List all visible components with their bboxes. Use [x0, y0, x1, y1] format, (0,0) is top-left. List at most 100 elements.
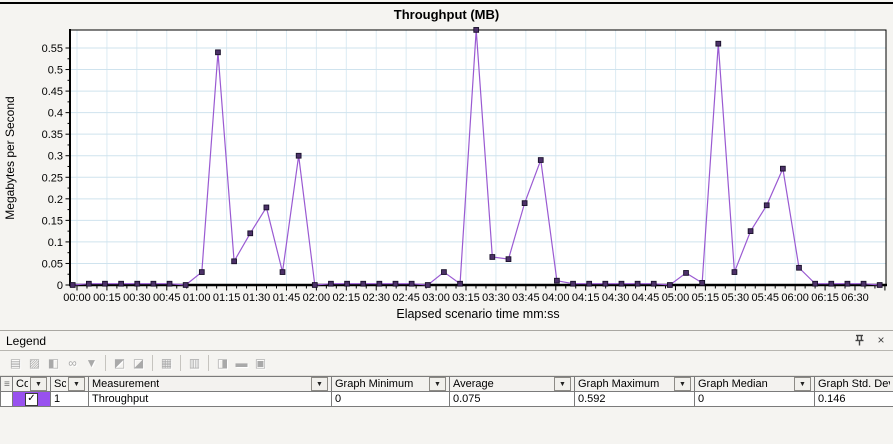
x-tick-label: 00:00	[63, 292, 91, 304]
close-icon[interactable]: ×	[877, 332, 885, 347]
maximum-filter-dropdown-icon[interactable]: ▼	[674, 377, 691, 391]
data-point-marker	[650, 280, 657, 287]
data-point-marker	[699, 279, 706, 286]
show-measurement-icon[interactable]: ▤	[9, 356, 22, 370]
data-point-marker	[441, 269, 447, 275]
x-tick-label: 03:15	[452, 292, 480, 304]
show-measurement-checkbox[interactable]: ✓	[25, 392, 38, 406]
data-point-marker	[295, 152, 302, 159]
x-tick-label: 06:30	[841, 292, 869, 304]
data-point-marker	[780, 165, 786, 172]
column-header-graph-std-deviation[interactable]: Graph Std. Devi	[814, 376, 893, 392]
data-point-marker	[102, 280, 108, 287]
x-tick-label: 02:00	[303, 292, 331, 304]
column-header-scale[interactable]: Sca▼	[50, 376, 89, 392]
data-point-marker	[683, 270, 689, 276]
copy-icon[interactable]: ▬	[235, 356, 248, 370]
column-header-graph-maximum[interactable]: Graph Maximum ▼	[574, 376, 695, 392]
y-tick-label: 0.35	[42, 129, 63, 141]
data-point-marker	[747, 228, 754, 234]
legend-table: ≡ Col▼ Sca▼ Measurement▼ Graph Minimum▼ …	[0, 376, 893, 407]
y-tick-label: 0.3	[48, 151, 63, 163]
row-selector-header: ≡	[0, 376, 13, 392]
data-point-marker	[311, 282, 318, 288]
graph-median-cell: 0	[694, 391, 815, 407]
data-point-marker	[763, 202, 770, 209]
scale-filter-dropdown-icon[interactable]: ▼	[68, 377, 85, 391]
data-point-marker	[876, 282, 883, 288]
graph-maximum-cell: 0.592	[574, 391, 695, 407]
median-filter-dropdown-icon[interactable]: ▼	[794, 377, 811, 391]
x-tick-label: 00:15	[93, 292, 121, 304]
column-header-graph-median[interactable]: Graph Median ▼	[694, 376, 815, 392]
data-point-marker	[473, 27, 480, 33]
data-point-marker	[489, 254, 496, 260]
x-tick-label: 04:45	[632, 292, 660, 304]
y-axis-title: Megabytes per Second	[3, 96, 17, 219]
graph-std-deviation-cell: 0.146	[814, 391, 893, 407]
color-filter-dropdown-icon[interactable]: ▼	[30, 377, 47, 391]
show-only-selected-icon[interactable]: ◧	[47, 356, 60, 370]
measurement-filter-dropdown-icon[interactable]: ▼	[311, 377, 328, 391]
data-point-marker	[231, 258, 237, 265]
toolbar-separator	[208, 355, 209, 371]
filter-icon[interactable]: ▼	[85, 356, 98, 370]
data-point-marker	[570, 280, 576, 287]
column-header-graph-minimum[interactable]: Graph Minimum ▼	[331, 376, 450, 392]
auto-correlate-icon[interactable]: ▥	[188, 356, 201, 370]
data-point-marker	[505, 256, 512, 262]
data-point-marker	[457, 280, 463, 287]
x-tick-label: 02:15	[333, 292, 361, 304]
legend-panel: Legend × ▤ ▨ ◧ ∞ ▼ ◩ ◪ ▦ ▥ ◨ ▬ ▣ ≡ Col▼	[0, 330, 893, 444]
x-tick-label: 02:45	[392, 292, 420, 304]
sort-icon[interactable]: ◩	[113, 356, 126, 370]
y-tick-label: 0.15	[42, 215, 63, 227]
data-point-marker	[731, 269, 738, 275]
y-tick-label: 0.1	[48, 237, 63, 249]
data-point-marker	[602, 280, 609, 287]
x-tick-label: 01:15	[213, 292, 241, 304]
legend-titlebar: Legend ×	[0, 331, 893, 351]
data-point-marker	[521, 200, 528, 206]
column-header-average[interactable]: Average ▼	[449, 376, 575, 392]
x-tick-label: 04:15	[572, 292, 600, 304]
save-icon[interactable]: ▣	[254, 356, 267, 370]
chart-title: Throughput (MB)	[393, 7, 500, 22]
y-tick-label: 0.5	[48, 65, 63, 77]
average-filter-dropdown-icon[interactable]: ▼	[554, 377, 571, 391]
data-point-marker	[247, 230, 254, 237]
data-point-marker	[618, 280, 625, 287]
data-point-marker	[796, 264, 802, 271]
data-point-marker	[715, 40, 722, 47]
x-tick-label: 05:30	[722, 292, 750, 304]
column-header-measurement[interactable]: Measurement ▼	[88, 376, 332, 392]
data-point-marker	[634, 280, 641, 287]
configure-measurements-icon[interactable]: ▦	[160, 356, 173, 370]
export-icon[interactable]: ◨	[216, 356, 229, 370]
y-tick-label: 0.25	[42, 172, 63, 184]
row-selector-cell[interactable]	[0, 391, 13, 407]
x-tick-label: 00:30	[123, 292, 151, 304]
column-header-color[interactable]: Col▼	[12, 376, 51, 392]
data-point-marker	[844, 280, 851, 287]
scale-cell: 1	[50, 391, 89, 407]
x-tick-label: 01:30	[243, 292, 271, 304]
measurement-description-icon[interactable]: ∞	[68, 356, 77, 370]
pin-icon[interactable]	[851, 332, 867, 347]
legend-toolbar: ▤ ▨ ◧ ∞ ▼ ◩ ◪ ▦ ▥ ◨ ▬ ▣	[0, 351, 893, 376]
hide-measurement-icon[interactable]: ▨	[28, 356, 41, 370]
minimum-filter-dropdown-icon[interactable]: ▼	[429, 377, 446, 391]
x-tick-label: 04:30	[602, 292, 630, 304]
data-point-marker	[828, 280, 835, 287]
toolbar-separator	[180, 355, 181, 371]
measurement-row[interactable]: ✓ 1 Throughput 0 0.075 0.592 0 0.146	[0, 391, 893, 407]
x-tick-label: 05:45	[751, 292, 779, 304]
data-point-marker	[424, 282, 431, 288]
throughput-chart: 0 0.05 0.1 0.15 0.2 0.25 0.3 0.35 0.4 0.45 0.5 0.55…	[3, 27, 887, 321]
duplicate-icon[interactable]: ◪	[132, 356, 145, 370]
x-tick-label: 02:30	[362, 292, 390, 304]
y-tick-label: 0.2	[48, 194, 63, 206]
y-tick-label: 0.05	[42, 258, 63, 270]
toolbar-separator	[152, 355, 153, 371]
data-point-marker	[586, 280, 593, 287]
